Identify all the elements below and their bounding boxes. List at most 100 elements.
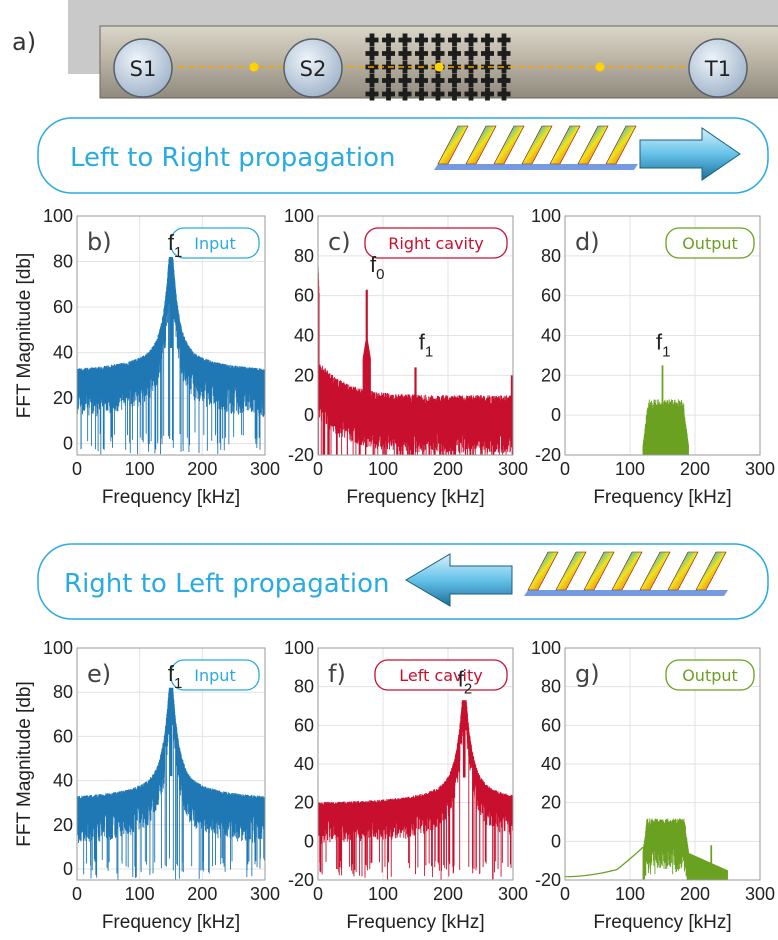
crystal-inclusion: [365, 74, 379, 87]
y-tick-label: 0: [63, 859, 73, 879]
legend-badge: [665, 659, 755, 691]
y-tick-label: 0: [304, 405, 314, 425]
y-tick-label: 100: [284, 638, 314, 658]
y-tick-label: 100: [43, 206, 73, 226]
y-tick-label: 60: [53, 297, 73, 317]
y-tick-label: -20: [288, 445, 314, 465]
probe-point-1: [249, 62, 259, 72]
crystal-inclusion: [431, 47, 445, 60]
y-tick-label: 60: [53, 726, 73, 746]
x-tick-label: 0: [560, 884, 570, 904]
crystal-inclusion: [431, 33, 445, 47]
panel-a: a) S1 S2 T1: [12, 0, 778, 101]
panel-label: d): [575, 228, 600, 256]
panel-label: b): [87, 228, 112, 256]
legend-badge: [170, 659, 260, 691]
peak-annotation: f0: [370, 252, 384, 283]
legend-badge: [374, 659, 508, 691]
spectrum-trace: [642, 365, 689, 455]
x-tick-label: 100: [125, 884, 155, 904]
legend-badge-text: Input: [194, 234, 235, 253]
sensor-s2-label: S2: [300, 57, 327, 81]
crystal-inclusion: [382, 74, 395, 87]
crystal-inclusion: [497, 33, 511, 47]
panel-label: f): [328, 660, 346, 688]
crystal-inclusion: [365, 47, 379, 60]
x-tick-label: 300: [745, 884, 775, 904]
chart-b: 0 100 200 300 0 20 40 60 80 100 Frequency [kHz] FFT…: [14, 206, 280, 508]
y-tick-label: 60: [541, 286, 561, 306]
y-tick-label: 100: [284, 206, 314, 226]
crystal-inclusion: [448, 33, 461, 47]
arrow-left-icon: [405, 553, 513, 607]
y-tick-label: 60: [294, 715, 314, 735]
x-tick-label: 300: [498, 884, 528, 904]
peak-annotation: f2: [458, 667, 472, 698]
peak-annotation: f1: [168, 661, 182, 692]
y-tick-label: 0: [63, 434, 73, 454]
x-axis-label: Frequency [kHz]: [102, 487, 240, 508]
x-tick-label: 200: [680, 459, 710, 479]
x-axis-label: Frequency [kHz]: [346, 487, 484, 508]
crystal-inclusion: [398, 33, 412, 47]
peak-annotation: f1: [656, 329, 670, 360]
panel-a-label: a): [12, 28, 36, 56]
banner-top-text: Left to Right propagation: [70, 143, 395, 173]
axes-frame: [564, 647, 761, 881]
x-tick-label: 300: [498, 459, 528, 479]
x-tick-label: 300: [250, 459, 280, 479]
crystal-inclusion: [398, 74, 412, 87]
x-tick-label: 100: [368, 884, 398, 904]
crystal-inclusion: [398, 60, 412, 74]
y-tick-label: 80: [53, 682, 73, 702]
legend-badge-text: Input: [194, 666, 235, 685]
y-tick-label: -20: [535, 870, 561, 890]
panel-label: e): [87, 660, 111, 688]
x-tick-label: 200: [433, 459, 463, 479]
crystal-inclusion: [481, 47, 494, 60]
crystal-inclusion: [464, 87, 478, 101]
x-axis-label: Frequency [kHz]: [346, 912, 484, 933]
legend-badge: [170, 227, 260, 259]
y-tick-label: 40: [541, 754, 561, 774]
crystal-inclusion: [497, 87, 511, 101]
y-tick-label: 40: [294, 326, 314, 346]
crystal-inclusion: [464, 47, 478, 60]
peak-annotation: f1: [168, 230, 182, 261]
chart-e: 0 100 200 300 0 20 40 60 80 100 Frequency [kHz] FFT…: [14, 638, 280, 933]
axes-frame: [76, 647, 266, 881]
crystal-inclusion: [497, 74, 511, 87]
axes-frame: [564, 215, 761, 456]
x-tick-label: 100: [615, 459, 645, 479]
x-tick-label: 0: [560, 459, 570, 479]
wave-base: [434, 164, 638, 170]
y-tick-label: -20: [288, 870, 314, 890]
x-tick-label: 100: [368, 459, 398, 479]
x-tick-label: 200: [680, 884, 710, 904]
sensor-s2: S2: [283, 38, 343, 98]
y-tick-label: 20: [294, 793, 314, 813]
y-tick-label: -20: [535, 445, 561, 465]
y-tick-label: 80: [541, 677, 561, 697]
probe-point-2: [434, 62, 444, 72]
crystal-inclusion: [415, 87, 428, 101]
banner-right-to-left: Right to Left propagation: [37, 543, 769, 620]
y-tick-label: 80: [541, 246, 561, 266]
y-tick-label: 60: [541, 715, 561, 735]
sensor-t1-label: T1: [704, 57, 731, 81]
axes-frame: [76, 215, 266, 456]
crystal-inclusion: [448, 60, 461, 74]
y-tick-label: 0: [304, 831, 314, 851]
sensor-t1: T1: [688, 38, 748, 98]
crystal-inclusion: [497, 47, 511, 60]
crystal-inclusion: [415, 33, 428, 47]
crystal-inclusion: [382, 47, 395, 60]
y-tick-label: 80: [294, 246, 314, 266]
wave-base: [524, 590, 728, 596]
y-tick-label: 60: [294, 286, 314, 306]
legend-badge-text: Output: [682, 666, 738, 685]
x-tick-label: 100: [125, 459, 155, 479]
